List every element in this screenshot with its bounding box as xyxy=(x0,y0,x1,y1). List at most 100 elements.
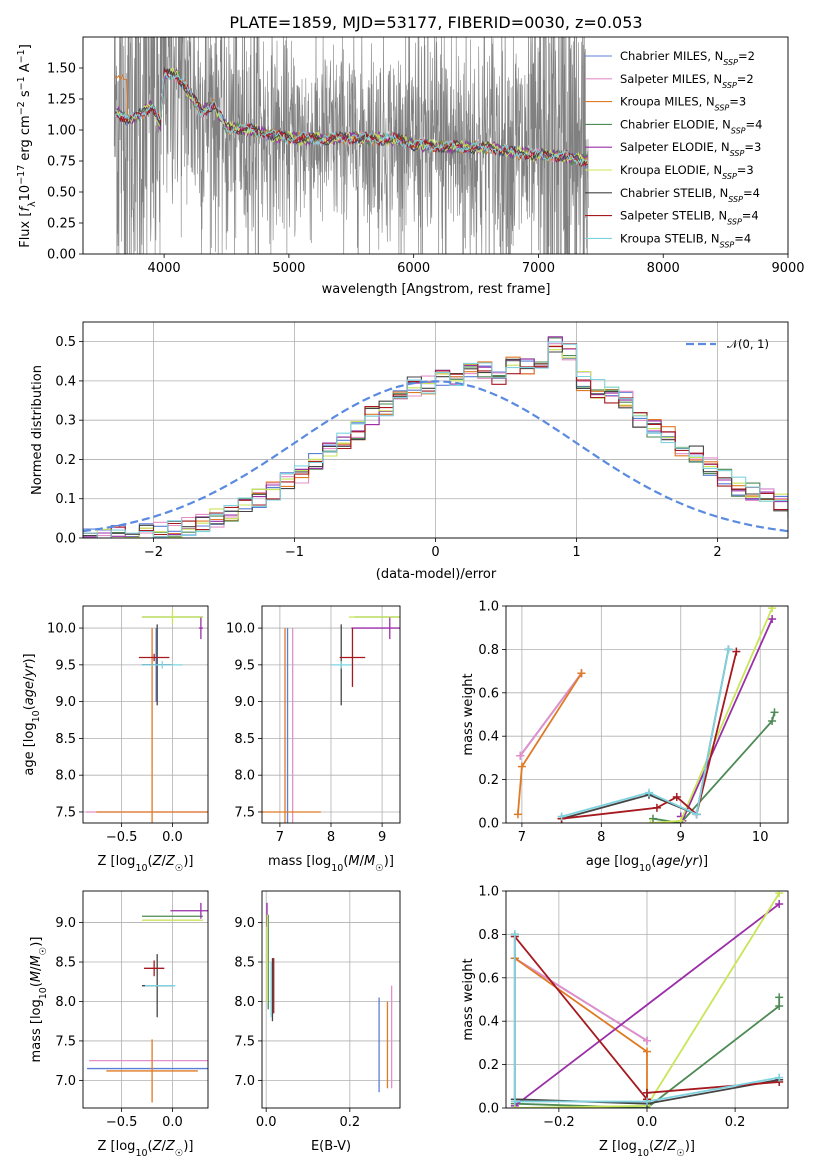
y-tick-label: 8.0 xyxy=(55,995,76,1010)
spectrum-data-line xyxy=(113,37,589,254)
legend-label-kroupa-miles: Kroupa MILES, NSSP=3 xyxy=(620,95,746,113)
x-tick-label: 0.2 xyxy=(339,1115,360,1130)
y-tick-label: 0.4 xyxy=(55,374,76,389)
x-tick-label: 1 xyxy=(572,545,580,560)
x-tick-label: −0.5 xyxy=(106,830,138,845)
y-tick-label: 9.5 xyxy=(55,658,76,673)
x-tick-label: 0 xyxy=(431,545,439,560)
model-line-salpeter-elodie xyxy=(115,68,588,164)
x-tick-label: 6000 xyxy=(397,261,430,276)
errorbar-salpeter-stelib xyxy=(143,960,165,977)
axes-frame xyxy=(505,890,789,1109)
y-tick-label: 7.5 xyxy=(234,1034,255,1049)
age-vs-z-plot-area xyxy=(86,609,208,823)
y-tick-label: 0.50 xyxy=(47,186,76,201)
x-axis-label: Z [log10(Z/Z☉)] xyxy=(98,854,194,874)
y-tick-label: 8.0 xyxy=(234,769,255,784)
x-tick-label: 5000 xyxy=(272,261,305,276)
y-tick-label: 1.50 xyxy=(47,62,76,77)
model-line-kroupa-stelib xyxy=(114,71,588,166)
errorbar-kroupa-stelib xyxy=(331,661,352,669)
y-axis-label: mass [log10(M/M☉)] xyxy=(29,937,49,1063)
x-tick-label: 9 xyxy=(378,830,386,845)
errorbar-salpeter-elodie xyxy=(351,617,400,640)
y-tick-label: 0.4 xyxy=(478,1015,499,1030)
x-tick-label: 0.2 xyxy=(725,1115,746,1130)
weight-vs-age-panel: 7 8 9 10 0.0 0.2 0.4 0.6 0.8 1.0 age [log10(age/yr… xyxy=(461,600,789,874)
x-tick-label: 2 xyxy=(713,545,721,560)
weight-series-kroupa-elodie xyxy=(646,606,777,823)
legend-label-salpeter-miles: Salpeter MILES, NSSP=2 xyxy=(620,72,754,90)
y-tick-label: 0.8 xyxy=(478,928,499,943)
weight-series-salpeter-miles xyxy=(510,954,651,1045)
axes-frame xyxy=(261,605,401,824)
y-tick-label: 9.5 xyxy=(234,658,255,673)
x-tick-label: 0.0 xyxy=(637,1115,658,1130)
age-vs-mass-plot-area xyxy=(262,616,400,823)
y-tick-label: 0.3 xyxy=(55,414,76,429)
histogram-salpeter-elodie xyxy=(83,336,788,538)
spectrum-panel: 4000 5000 6000 7000 8000 9000 0.00 0.25 0.50 0.75… xyxy=(16,36,805,297)
legend-label-chabrier-stelib: Chabrier STELIB, NSSP=4 xyxy=(620,186,760,204)
x-tick-label: 8 xyxy=(327,830,335,845)
x-axis-label: age [log10(age/yr)] xyxy=(586,854,708,874)
y-tick-label: 0.4 xyxy=(478,730,499,745)
y-tick-label: 7.0 xyxy=(234,1074,255,1089)
x-tick-label: 0.0 xyxy=(162,830,183,845)
histogram-salpeter-stelib xyxy=(83,343,788,538)
panels: 4000 5000 6000 7000 8000 90000.000.250.500.75… xyxy=(16,36,805,1159)
x-tick-label: 7 xyxy=(276,830,284,845)
weight-vs-age-plot-area xyxy=(513,606,779,823)
weight-series-kroupa-miles xyxy=(513,669,586,819)
legend-label-kroupa-stelib: Kroupa STELIB, NSSP=4 xyxy=(620,231,751,249)
histogram-kroupa-miles xyxy=(83,345,788,538)
histogram-salpeter-miles xyxy=(83,343,788,538)
y-tick-label: 0.0 xyxy=(478,1102,499,1117)
legend-label-salpeter-elodie: Salpeter ELODIE, NSSP=3 xyxy=(620,140,761,158)
errorbar-kroupa-stelib xyxy=(141,661,183,669)
y-tick-label: 0.5 xyxy=(55,335,76,350)
x-tick-label: −0.2 xyxy=(543,1115,575,1130)
y-axis-label: Flux [fλ10−17 erg cm−2 s−1 A−1] xyxy=(16,44,38,248)
errorbar-kroupa-miles xyxy=(96,628,208,823)
gaussian-legend-label: 𝒩(0, 1) xyxy=(727,337,769,351)
x-axis-label: (data-model)/error xyxy=(376,567,497,582)
y-tick-label: 0.2 xyxy=(55,453,76,468)
x-tick-label: −2 xyxy=(144,545,163,560)
weight-vs-z-panel: −0.2 0.0 0.2 0.0 0.2 0.4 0.6 0.8 1.0 Z [log10(Z/Z… xyxy=(461,885,789,1159)
y-tick-label: 0.25 xyxy=(47,217,76,232)
y-tick-label: 8.5 xyxy=(234,956,255,971)
axes-frame xyxy=(82,36,789,255)
y-tick-label: 7.5 xyxy=(55,1034,76,1049)
y-axis-label: Normed distribution xyxy=(30,365,45,495)
y-tick-label: 9.0 xyxy=(55,916,76,931)
x-axis-label: E(B-V) xyxy=(311,1139,351,1154)
y-tick-label: 10.0 xyxy=(226,622,255,637)
mass-vs-ebv-plot-area xyxy=(266,902,393,1093)
y-tick-label: 0.0 xyxy=(478,817,499,832)
y-tick-label: 8.5 xyxy=(234,732,255,747)
x-tick-label: 7000 xyxy=(522,261,555,276)
figure-title: PLATE=1859, MJD=53177, FIBERID=0030, z=0… xyxy=(229,13,642,32)
x-axis-label: wavelength [Angstrom, rest frame] xyxy=(322,282,551,297)
gaussian-curve xyxy=(83,380,788,533)
histogram-chabrier-stelib xyxy=(83,343,788,538)
residuals-panel: −2 −1 0 1 2 0.0 0.1 0.2 0.3 0.4 0.5 𝒩(0, 1) (data-mo… xyxy=(30,321,789,582)
y-tick-label: 0.0 xyxy=(55,532,76,547)
y-axis-label: mass weight xyxy=(461,673,476,755)
histogram-chabrier-elodie xyxy=(83,337,788,538)
x-tick-label: 8 xyxy=(597,830,605,845)
residuals-plot-area xyxy=(83,336,788,538)
y-tick-label: 7.5 xyxy=(55,805,76,820)
x-tick-label: 0.0 xyxy=(162,1115,183,1130)
axes-frame xyxy=(261,890,401,1109)
weight-series-kroupa-stelib xyxy=(557,645,733,821)
axes-frame xyxy=(82,605,209,824)
y-tick-label: 8.5 xyxy=(55,956,76,971)
x-tick-label: 9 xyxy=(677,830,685,845)
legend-label-chabrier-miles: Chabrier MILES, NSSP=2 xyxy=(620,49,755,67)
legend-label-salpeter-stelib: Salpeter STELIB, NSSP=4 xyxy=(620,209,759,227)
spectrum-legend: Chabrier MILES, NSSP=2 Salpeter MILES, NS… xyxy=(585,49,762,249)
errorbar-kroupa-miles xyxy=(262,628,321,823)
